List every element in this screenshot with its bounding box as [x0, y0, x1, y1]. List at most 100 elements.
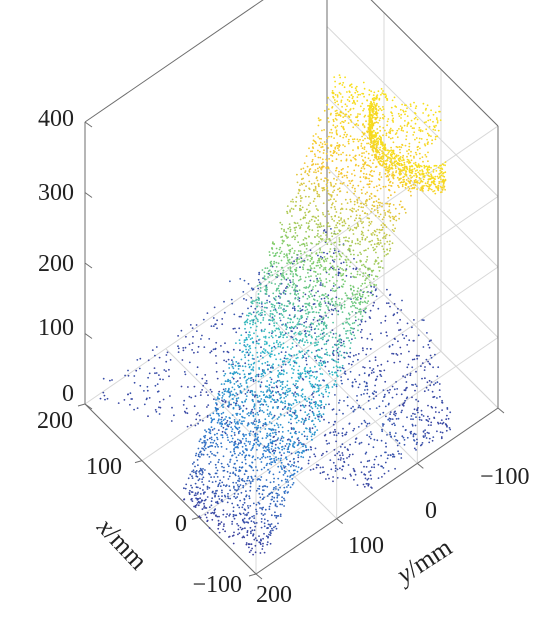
- data-point: [326, 351, 328, 354]
- data-point: [310, 183, 313, 185]
- data-point: [370, 233, 373, 235]
- data-point: [243, 297, 245, 300]
- data-point: [196, 493, 199, 495]
- data-point: [252, 369, 255, 372]
- data-point: [384, 129, 386, 132]
- data-point: [201, 334, 203, 337]
- data-point: [369, 309, 372, 312]
- data-point: [373, 233, 376, 236]
- data-point: [367, 399, 370, 402]
- grid-line: [326, 237, 499, 409]
- data-point: [249, 434, 251, 437]
- data-point: [248, 497, 251, 500]
- data-point: [375, 391, 377, 394]
- data-point: [392, 141, 395, 144]
- data-point: [336, 369, 339, 372]
- data-point: [206, 406, 208, 408]
- data-point: [329, 181, 332, 184]
- data-point: [292, 338, 295, 341]
- data-point: [367, 484, 370, 487]
- data-point: [275, 488, 277, 490]
- data-point: [388, 249, 391, 252]
- data-point: [219, 479, 222, 482]
- data-point: [273, 526, 275, 529]
- data-point: [117, 402, 120, 404]
- data-point: [262, 514, 265, 516]
- data-point: [350, 333, 353, 336]
- data-point: [216, 515, 219, 518]
- data-point: [297, 292, 300, 295]
- data-point: [373, 283, 376, 286]
- data-point: [270, 529, 272, 532]
- data-point: [148, 397, 151, 399]
- data-point: [290, 414, 292, 416]
- data-point: [245, 437, 248, 440]
- data-point: [363, 290, 365, 293]
- data-point: [339, 366, 341, 368]
- data-point: [413, 439, 416, 442]
- data-point: [275, 275, 277, 278]
- data-point: [385, 415, 387, 418]
- data-point: [244, 365, 247, 368]
- data-point: [200, 499, 203, 502]
- data-point: [237, 365, 240, 368]
- data-point: [243, 279, 246, 282]
- grid-line: [326, 167, 499, 338]
- data-point: [385, 134, 388, 137]
- data-point: [322, 396, 325, 398]
- data-point: [285, 324, 288, 327]
- data-point: [226, 436, 229, 439]
- data-point: [304, 195, 307, 198]
- data-point: [353, 203, 356, 206]
- data-point: [326, 223, 328, 226]
- data-point: [318, 349, 321, 351]
- data-point: [267, 447, 270, 449]
- data-point: [381, 205, 383, 208]
- data-point: [322, 393, 325, 396]
- data-point: [275, 385, 278, 387]
- data-point: [235, 404, 237, 407]
- data-point: [218, 498, 221, 500]
- data-point: [293, 289, 296, 292]
- data-point: [311, 262, 313, 265]
- data-point: [258, 419, 261, 421]
- data-point: [329, 198, 332, 201]
- data-point: [385, 202, 387, 205]
- data-point: [339, 350, 341, 353]
- data-point: [405, 381, 408, 383]
- data-point: [280, 479, 283, 482]
- data-point: [354, 337, 357, 339]
- data-point: [212, 441, 215, 444]
- data-point: [262, 319, 265, 321]
- data-point: [376, 228, 378, 231]
- data-point: [271, 332, 273, 335]
- data-point: [157, 390, 160, 393]
- data-point: [207, 404, 210, 406]
- data-point: [363, 203, 365, 206]
- data-point: [302, 291, 305, 294]
- data-point: [193, 505, 196, 508]
- data-point: [331, 160, 334, 163]
- data-point: [251, 354, 254, 357]
- data-point: [193, 461, 195, 464]
- data-point: [313, 220, 316, 223]
- data-point: [401, 409, 403, 412]
- data-point: [211, 518, 214, 521]
- data-point: [243, 473, 246, 476]
- data-point: [373, 263, 376, 265]
- data-point: [340, 285, 343, 288]
- data-point: [320, 329, 323, 332]
- data-point: [158, 413, 161, 415]
- data-point: [389, 418, 392, 420]
- data-point: [294, 331, 297, 334]
- data-point: [253, 538, 256, 541]
- data-point: [368, 186, 371, 189]
- data-point: [349, 250, 351, 253]
- data-point: [423, 143, 426, 146]
- x-tick-mark: [191, 516, 200, 520]
- grid-line: [255, 337, 499, 504]
- data-point: [381, 226, 384, 229]
- data-point: [354, 154, 357, 157]
- data-point: [301, 178, 303, 181]
- data-point: [283, 277, 286, 280]
